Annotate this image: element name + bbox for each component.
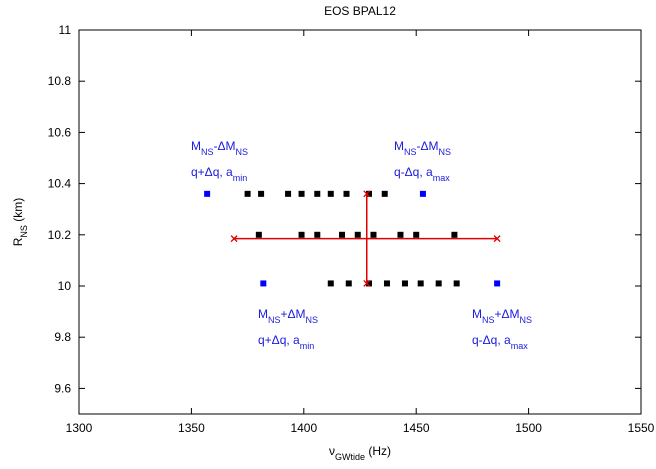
- chart-title: EOS BPAL12: [324, 4, 396, 18]
- point: [343, 190, 350, 197]
- point: [453, 280, 460, 287]
- text-part: (km): [11, 198, 25, 225]
- subscript: NS: [482, 315, 495, 325]
- error-end: [363, 279, 371, 287]
- annotation: MNS-ΔMNS: [394, 139, 451, 157]
- point: [345, 280, 352, 287]
- point: [419, 190, 426, 197]
- error-end: [493, 235, 501, 243]
- text-part: M: [191, 139, 201, 153]
- x-tick-label: 1450: [403, 421, 430, 435]
- point: [260, 280, 267, 287]
- point: [244, 190, 251, 197]
- y-tick-label: 9.6: [54, 381, 71, 395]
- text-part: M: [394, 139, 404, 153]
- subscript: NS: [439, 147, 452, 157]
- point: [401, 280, 408, 287]
- x-axis-label: νGWtide (Hz): [329, 444, 391, 462]
- text-part: -ΔM: [417, 139, 439, 153]
- annotation: MNS+ΔMNS: [472, 307, 532, 325]
- text-part: R: [11, 237, 25, 246]
- text-part: M: [472, 307, 482, 321]
- text-part: M: [258, 307, 268, 321]
- subscript: max: [433, 173, 451, 183]
- point: [451, 231, 458, 238]
- error-end: [230, 235, 238, 243]
- plot-frame: [78, 29, 642, 415]
- point: [327, 280, 334, 287]
- y-axis-label: RNS (km): [11, 198, 29, 247]
- y-tick-label: 10.2: [48, 228, 72, 242]
- point: [298, 190, 305, 197]
- text-part: (Hz): [365, 444, 391, 458]
- subscript: NS: [19, 225, 29, 238]
- y-tick-label: 11: [59, 23, 72, 37]
- x-tick-label: 1300: [66, 421, 93, 435]
- y-tick-label: 10: [58, 279, 72, 293]
- point: [339, 231, 346, 238]
- x-tick-label: 1500: [515, 421, 542, 435]
- subscript: min: [233, 173, 248, 183]
- point: [365, 280, 372, 287]
- text-part: q-Δq, a: [472, 333, 511, 347]
- point: [370, 231, 377, 238]
- subscript: max: [511, 341, 529, 351]
- text-part: ν: [329, 444, 335, 458]
- text-part: q+Δq, a: [258, 333, 300, 347]
- text-part: +ΔM: [495, 307, 520, 321]
- subscript: NS: [201, 147, 214, 157]
- annotation: q-Δq, amax: [472, 333, 528, 351]
- text-part: q+Δq, a: [191, 165, 233, 179]
- x-tick-label: 1550: [628, 421, 655, 435]
- point: [285, 190, 292, 197]
- annotation: q-Δq, amax: [394, 165, 450, 183]
- error-end: [363, 190, 371, 198]
- text-part: q-Δq, a: [394, 165, 433, 179]
- point: [383, 280, 390, 287]
- subscript: NS: [268, 315, 281, 325]
- point: [417, 280, 424, 287]
- point: [365, 190, 372, 197]
- subscript: NS: [306, 315, 319, 325]
- point: [204, 190, 211, 197]
- point: [327, 190, 334, 197]
- y-tick-label: 9.8: [54, 330, 71, 344]
- point: [413, 231, 420, 238]
- subscript: NS: [520, 315, 533, 325]
- text-part: +ΔM: [281, 307, 306, 321]
- subscript: NS: [404, 147, 417, 157]
- point: [314, 190, 321, 197]
- point: [258, 190, 265, 197]
- x-tick-label: 1400: [290, 421, 317, 435]
- subscript: NS: [236, 147, 249, 157]
- point: [494, 280, 501, 287]
- subscript: min: [300, 341, 315, 351]
- y-tick-label: 10.8: [48, 74, 72, 88]
- point: [314, 231, 321, 238]
- y-tick-label: 10.6: [48, 125, 72, 139]
- point: [255, 231, 262, 238]
- annotation: MNS+ΔMNS: [258, 307, 318, 325]
- text-part: -ΔM: [214, 139, 236, 153]
- x-tick-label: 1350: [178, 421, 205, 435]
- annotation: q+Δq, amin: [191, 165, 247, 183]
- annotation: MNS-ΔMNS: [191, 139, 248, 157]
- annotation: q+Δq, amin: [258, 333, 314, 351]
- point: [298, 231, 305, 238]
- point: [381, 190, 388, 197]
- y-tick-label: 10.4: [48, 177, 72, 191]
- subscript: GWtide: [335, 452, 365, 462]
- point: [354, 231, 361, 238]
- point: [397, 231, 404, 238]
- point: [435, 280, 442, 287]
